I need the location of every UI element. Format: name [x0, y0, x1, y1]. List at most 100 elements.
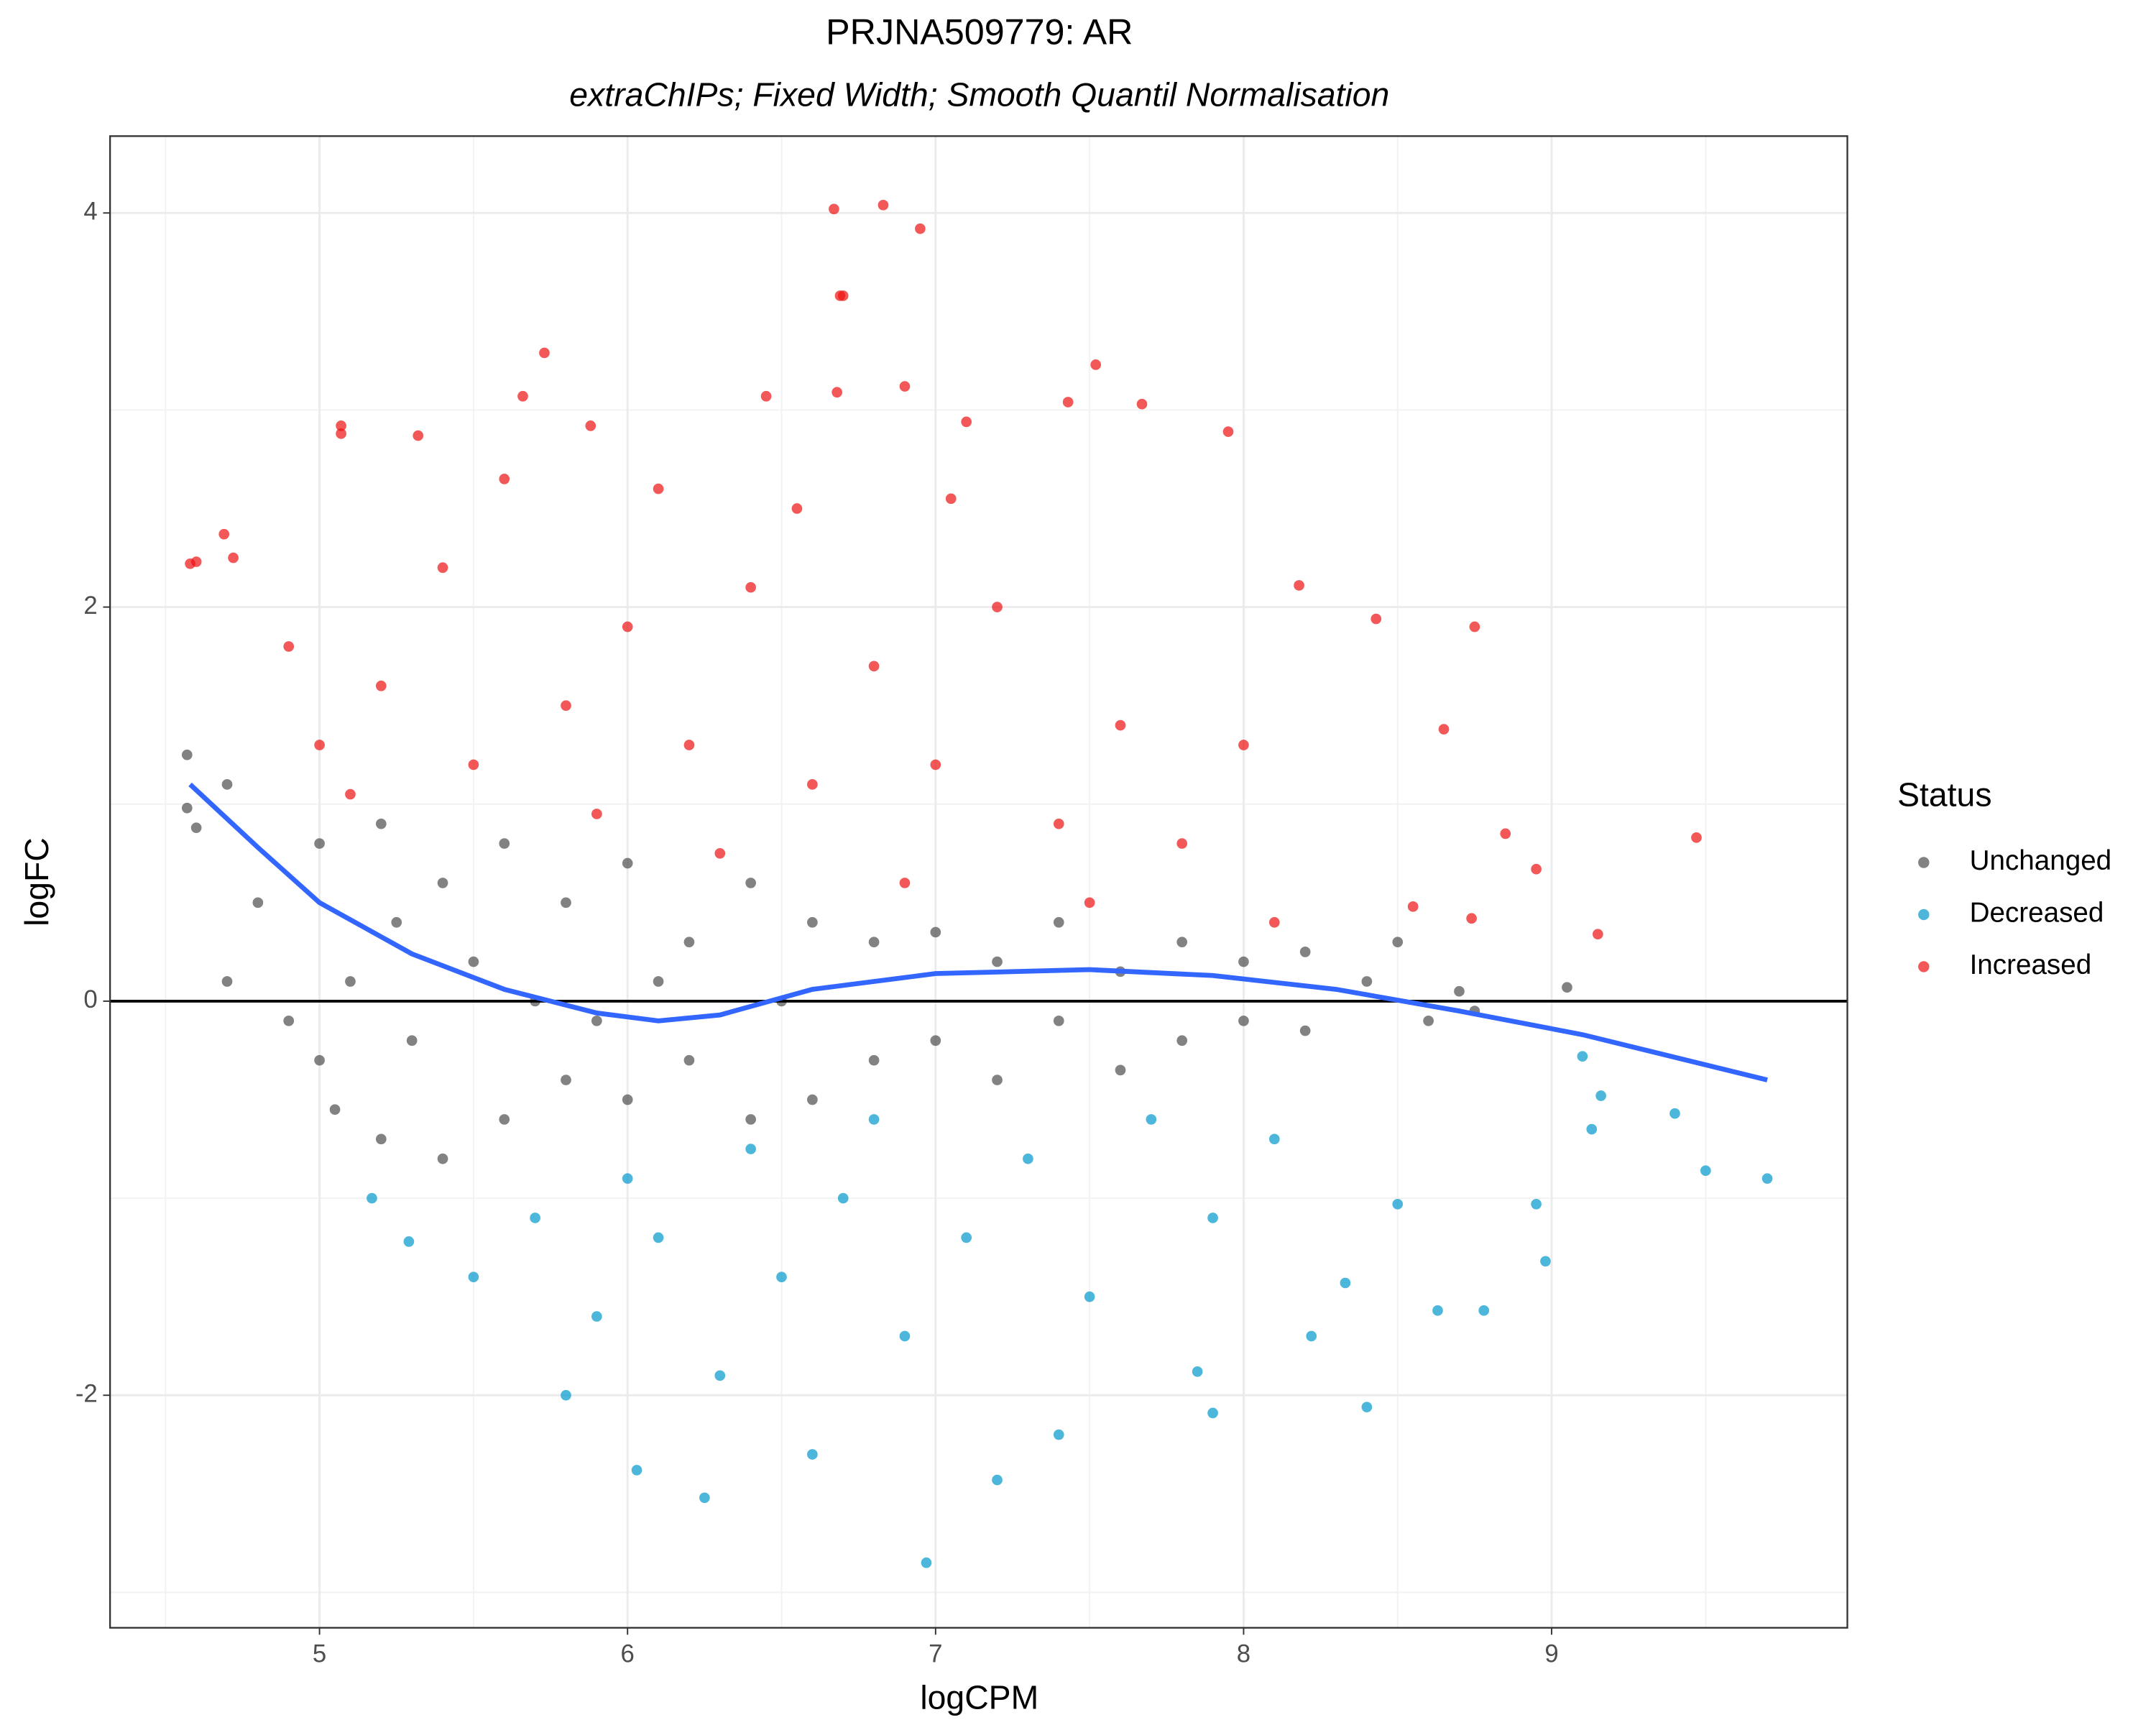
- data-point: [683, 937, 695, 948]
- x-axis-label: logCPM: [920, 1678, 1038, 1716]
- data-point: [329, 1104, 341, 1116]
- data-point: [1669, 1108, 1680, 1119]
- data-point: [221, 779, 233, 790]
- data-point: [992, 956, 1003, 967]
- data-point: [760, 390, 772, 402]
- data-point: [1207, 1407, 1218, 1419]
- data-point: [252, 897, 264, 908]
- data-point: [367, 1192, 377, 1204]
- data-point: [791, 503, 803, 514]
- data-point: [499, 1114, 510, 1125]
- data-point: [181, 802, 193, 814]
- data-point: [1146, 1114, 1157, 1125]
- data-point: [1423, 1015, 1434, 1026]
- data-point: [375, 818, 387, 829]
- plot-background: [110, 136, 1848, 1628]
- data-point: [530, 1213, 540, 1223]
- data-point: [945, 493, 957, 505]
- data-point: [561, 897, 571, 908]
- data-point: [714, 1370, 726, 1381]
- legend-label: Unchanged: [1970, 845, 2112, 876]
- data-point: [868, 1054, 880, 1066]
- data-point: [992, 1474, 1003, 1486]
- data-point: [1370, 613, 1382, 625]
- data-point: [314, 838, 325, 849]
- data-point: [1238, 1015, 1249, 1026]
- data-point: [1084, 1291, 1095, 1302]
- data-point: [314, 740, 325, 750]
- data-point: [375, 680, 387, 691]
- data-point: [1361, 976, 1373, 987]
- legend-marker: [1918, 908, 1930, 921]
- data-point: [1115, 719, 1126, 731]
- legend-label: Decreased: [1970, 898, 2104, 929]
- data-point: [1299, 1025, 1311, 1036]
- data-point: [745, 878, 757, 888]
- y-tick-label: 2: [83, 592, 97, 620]
- data-point: [391, 916, 402, 928]
- legend-title: Status: [1897, 776, 1991, 813]
- data-point: [283, 1015, 295, 1026]
- data-point: [1531, 863, 1542, 875]
- data-point: [1478, 1305, 1490, 1316]
- data-point: [837, 1192, 849, 1204]
- y-tick-label: 4: [83, 198, 97, 225]
- data-point: [899, 1330, 911, 1342]
- data-point: [622, 621, 633, 632]
- data-point: [375, 1133, 387, 1145]
- data-point: [1540, 1256, 1551, 1267]
- data-point: [868, 937, 880, 948]
- data-point: [622, 857, 633, 869]
- data-point: [561, 700, 571, 712]
- data-point: [1466, 913, 1477, 924]
- smooth-line: [188, 782, 1768, 1082]
- y-tick-label: 0: [83, 986, 97, 1013]
- data-point: [992, 1075, 1003, 1085]
- y-axis-label: logFC: [18, 837, 55, 926]
- data-point: [1136, 398, 1148, 410]
- data-point: [1340, 1277, 1351, 1289]
- data-point: [218, 528, 230, 540]
- data-point: [190, 556, 202, 567]
- data-point: [992, 602, 1003, 612]
- data-point: [585, 420, 596, 431]
- data-point: [899, 878, 911, 888]
- legend-marker: [1918, 961, 1930, 972]
- data-point: [1268, 1133, 1280, 1145]
- data-point: [699, 1492, 710, 1504]
- data-point: [1432, 1305, 1443, 1316]
- data-point: [181, 749, 193, 760]
- data-point: [807, 1449, 818, 1460]
- data-point: [1691, 832, 1702, 843]
- data-point: [1500, 828, 1511, 840]
- data-point: [921, 1557, 932, 1568]
- plot-border: [109, 135, 1848, 1629]
- data-point: [631, 1465, 642, 1476]
- data-point: [1053, 818, 1064, 829]
- data-point: [877, 199, 889, 211]
- data-point: [915, 223, 926, 234]
- data-point: [336, 420, 346, 431]
- data-point: [1207, 1213, 1218, 1223]
- data-point: [437, 878, 448, 888]
- data-point: [403, 1236, 415, 1247]
- chart-subtitle: extraChIPs; Fixed Width; Smooth Quantil …: [569, 76, 1389, 114]
- data-point: [437, 1153, 448, 1164]
- data-point: [437, 562, 448, 574]
- data-point: [190, 822, 202, 834]
- data-point: [622, 1094, 633, 1105]
- data-point: [807, 779, 818, 790]
- data-point: [1407, 901, 1419, 912]
- data-point: [1531, 1198, 1542, 1210]
- data-point: [1761, 1173, 1773, 1184]
- data-point: [1306, 1330, 1317, 1342]
- data-point: [1115, 1064, 1126, 1076]
- data-point: [930, 1035, 941, 1046]
- data-point: [283, 641, 295, 652]
- data-point: [653, 976, 664, 987]
- x-tick-label: 5: [313, 1641, 326, 1668]
- data-point: [961, 416, 972, 428]
- data-point: [899, 381, 911, 392]
- data-point: [807, 916, 818, 928]
